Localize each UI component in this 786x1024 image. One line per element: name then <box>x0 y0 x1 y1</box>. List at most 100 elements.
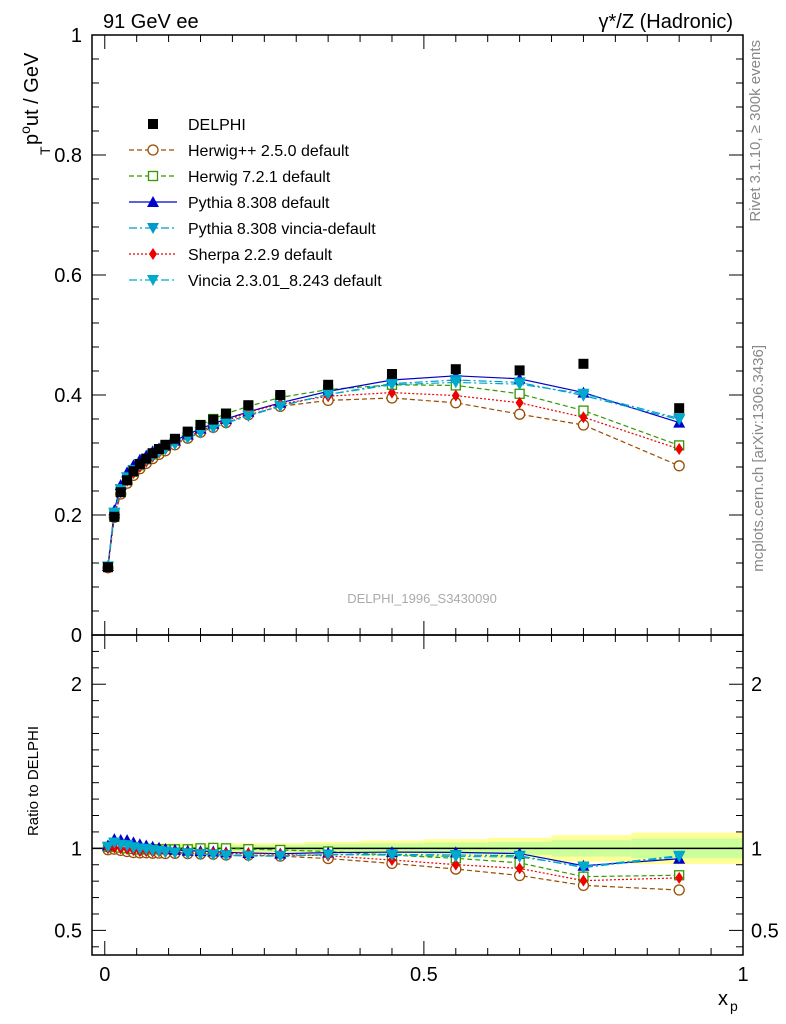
series-line-main <box>107 391 680 568</box>
data-point <box>122 475 133 486</box>
legend-marker <box>147 144 159 156</box>
series-point-main <box>513 408 526 420</box>
series-point-ratio <box>673 884 685 896</box>
data-point <box>514 365 525 376</box>
data-series <box>102 358 685 573</box>
series-point-main <box>579 411 588 424</box>
series-point-ratio <box>322 849 335 861</box>
data-point <box>102 562 113 573</box>
y-tick-label-ratio: 2 <box>71 674 82 696</box>
data-point <box>134 459 145 469</box>
legend-label: Pythia 8.308 vincia-default <box>188 221 376 238</box>
data-point <box>109 511 120 522</box>
legend-label: Pythia 8.308 default <box>188 195 330 212</box>
y-tick-label-ratio: 0.5 <box>54 920 82 942</box>
data-point <box>141 453 152 464</box>
y-tick-label-ratio-right: 0.5 <box>751 920 779 942</box>
series-point-main <box>387 386 396 399</box>
series-2 <box>101 369 686 871</box>
data-point <box>147 448 158 459</box>
series-point-ratio <box>168 847 181 859</box>
series-point-ratio <box>673 850 686 862</box>
legend-label: DELPHI <box>188 117 246 134</box>
y-tick-label-main: 0.8 <box>54 145 82 167</box>
data-point <box>674 403 685 414</box>
data-point <box>154 444 165 454</box>
data-point <box>386 369 397 379</box>
series-point-main <box>451 389 460 402</box>
data-point <box>169 433 180 444</box>
series-line-main <box>107 384 680 567</box>
x-tick-label: 1 <box>737 964 748 986</box>
series-point-main <box>577 388 590 400</box>
x-tick-label: 0.5 <box>410 964 438 986</box>
x-tick-label: 0 <box>99 964 110 986</box>
series-point-ratio <box>101 841 114 853</box>
legend-label: Vincia 2.3.01_8.243 default <box>188 273 382 290</box>
series-point-ratio <box>385 850 398 862</box>
series-point-main <box>207 423 220 434</box>
y-tick-label-main: 1 <box>71 25 82 47</box>
series-point-ratio <box>220 850 233 862</box>
y-tick-label-ratio-right: 1 <box>751 838 762 860</box>
series-point-main <box>515 396 524 409</box>
watermark: DELPHI_1996_S3430090 <box>347 591 497 606</box>
series-point-ratio <box>274 851 287 863</box>
series-line-main <box>107 379 680 567</box>
header-left: 91 GeV ee <box>103 11 199 33</box>
series-point-main <box>194 427 207 439</box>
ratio-frame <box>91 634 744 956</box>
series-point-main <box>675 443 684 455</box>
data-point <box>323 379 334 390</box>
side-rivet-text: Rivet 3.1.10, ≥ 300k events <box>747 40 764 222</box>
series-point-ratio <box>577 861 590 873</box>
series-point-main <box>449 377 462 389</box>
legend-label: Sherpa 2.2.9 default <box>188 247 333 264</box>
series-line-main <box>107 381 680 567</box>
svg-text:pout / GeV: pout / GeV <box>17 52 43 145</box>
y-axis-label-ratio: Ratio to DELPHI <box>25 726 42 836</box>
svg-text:x: x <box>718 988 728 1010</box>
svg-text:p: p <box>730 998 738 1014</box>
series-point-main <box>673 460 685 472</box>
series-4 <box>103 386 684 887</box>
series-point-ratio <box>515 862 524 875</box>
series-point-ratio <box>207 849 220 861</box>
series-0 <box>102 392 685 896</box>
legend-marker <box>149 248 157 260</box>
legend: DELPHI Herwig++ 2.5.0 default Herwig 7.2.1… <box>129 117 382 290</box>
axes: 0 0.5 100.20.40.60.810.5 0.51 12 2 <box>54 25 779 986</box>
series-point-ratio <box>159 846 172 858</box>
data-point <box>275 390 286 400</box>
data-point <box>160 439 171 450</box>
series-point-ratio <box>194 849 207 861</box>
series-point-main <box>274 401 287 413</box>
series-point-main <box>385 379 398 391</box>
legend-label: Herwig 7.2.1 default <box>188 169 331 186</box>
y-tick-label-ratio: 1 <box>71 838 82 860</box>
legend-marker <box>147 196 159 207</box>
data-point <box>115 487 126 498</box>
y-axis-label-main: pout / GeV T <box>17 52 53 155</box>
header-right: γ*/Z (Hadronic) <box>599 11 733 33</box>
data-point <box>243 400 254 411</box>
series-point-ratio <box>449 851 462 863</box>
y-tick-label-main: 0.4 <box>54 385 82 407</box>
series-point-ratio <box>579 874 588 887</box>
series-point-main <box>673 413 686 425</box>
legend-marker <box>147 170 159 182</box>
data-point <box>182 426 193 437</box>
data-point <box>128 466 139 477</box>
side-mcplots-text: mcplots.cern.ch [arXiv:1306.3436] <box>750 345 767 572</box>
series-layer <box>101 358 686 896</box>
series-point-main <box>220 418 233 430</box>
y-tick-label-main: 0 <box>71 625 82 647</box>
data-point <box>208 414 219 425</box>
series-point-ratio <box>675 871 684 884</box>
data-point <box>221 408 232 419</box>
x-axis-label: x p <box>718 988 738 1014</box>
series-1 <box>102 379 685 882</box>
data-point <box>195 420 206 430</box>
y-tick-label-ratio-right: 2 <box>751 674 762 696</box>
